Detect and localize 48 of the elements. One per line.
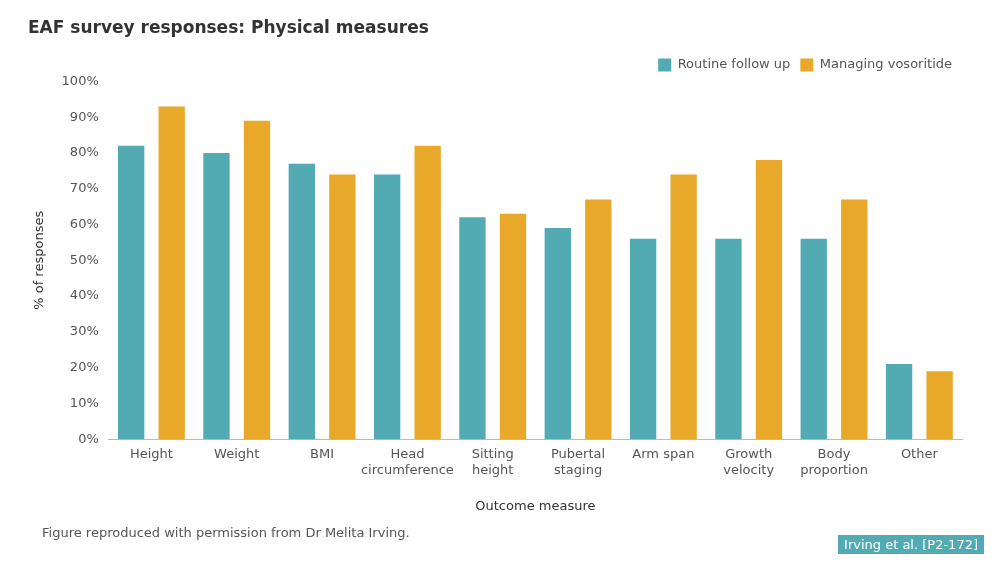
x-tick-label: Other bbox=[900, 446, 939, 462]
x-tick-label: Growth velocity bbox=[723, 446, 775, 477]
bar bbox=[329, 174, 356, 440]
bar bbox=[841, 199, 868, 440]
bar bbox=[926, 371, 953, 440]
bar bbox=[629, 238, 657, 440]
x-tick-label: Height bbox=[129, 446, 173, 462]
bar bbox=[544, 228, 571, 440]
bar bbox=[715, 238, 742, 440]
bar bbox=[203, 152, 230, 440]
x-tick-label: Head circumference bbox=[360, 446, 454, 477]
bar bbox=[117, 145, 145, 440]
bar bbox=[885, 364, 913, 440]
bar bbox=[288, 163, 315, 440]
y-tick-label: 60% bbox=[69, 215, 99, 231]
bar bbox=[670, 174, 697, 440]
bar bbox=[414, 145, 441, 440]
x-tick-label: Sitting height bbox=[471, 446, 514, 477]
x-tick-label: Arm span bbox=[632, 446, 695, 462]
y-tick-label: 40% bbox=[69, 287, 99, 303]
bar bbox=[243, 120, 271, 440]
x-tick-label: Body proportion bbox=[800, 446, 868, 477]
x-tick-label: BMI bbox=[310, 446, 335, 462]
y-tick-label: 100% bbox=[61, 72, 99, 88]
legend-label: Routine follow up bbox=[677, 56, 791, 72]
bar bbox=[459, 217, 486, 440]
y-tick-label: 30% bbox=[69, 323, 99, 339]
text: Irving et al. [P2-172] bbox=[838, 535, 984, 554]
y-tick-label: 70% bbox=[69, 180, 99, 196]
chart-title: EAF survey responses: Physical measures bbox=[28, 16, 429, 37]
bar bbox=[755, 160, 783, 440]
y-axis-title: % of responses bbox=[31, 210, 47, 310]
x-tick-label: Weight bbox=[214, 446, 260, 462]
y-tick-label: 90% bbox=[69, 108, 99, 124]
y-tick-label: 20% bbox=[69, 359, 99, 375]
bar bbox=[499, 213, 527, 440]
y-tick-label: 10% bbox=[69, 394, 99, 410]
y-tick-label: 0% bbox=[78, 430, 99, 446]
x-tick-label: Pubertal staging bbox=[550, 446, 606, 477]
y-tick-label: 80% bbox=[69, 144, 99, 160]
bar bbox=[158, 106, 185, 440]
bar bbox=[800, 238, 827, 440]
legend-label: Managing vosoritide bbox=[819, 56, 953, 72]
text: Figure reproduced with permission from Dr Melita Irving. bbox=[42, 525, 410, 540]
bar bbox=[585, 199, 612, 440]
y-tick-label: 50% bbox=[69, 251, 99, 267]
x-axis-title: Outcome measure bbox=[475, 497, 596, 513]
bar bbox=[373, 174, 401, 440]
